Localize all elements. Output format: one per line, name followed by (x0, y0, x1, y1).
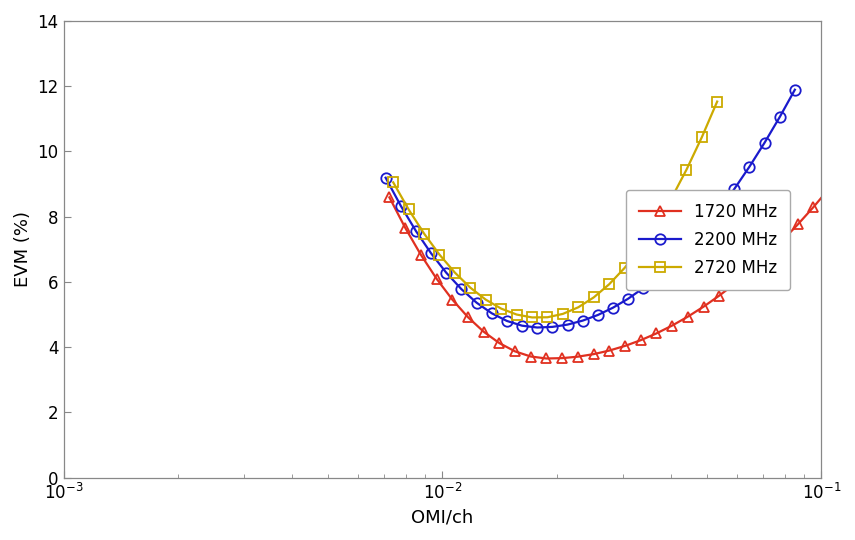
2720 MHz (620, 265, 630, 271)
2200 MHz (608, 305, 618, 311)
2720 MHz (481, 296, 491, 303)
1720 MHz (416, 252, 426, 258)
2200 MHz (517, 322, 528, 329)
Line: 2720 MHz: 2720 MHz (388, 96, 722, 322)
1720 MHz (620, 343, 630, 349)
2200 MHz (457, 286, 467, 292)
2720 MHz (496, 306, 506, 312)
2200 MHz (729, 186, 740, 192)
1720 MHz (541, 355, 551, 362)
2200 MHz (471, 299, 481, 306)
1720 MHz (447, 296, 457, 303)
2200 MHz (426, 250, 436, 256)
2200 MHz (380, 174, 391, 181)
2720 MHz (681, 167, 692, 173)
1720 MHz (840, 166, 850, 172)
2720 MHz (465, 285, 475, 291)
2720 MHz (542, 314, 552, 321)
2720 MHz (635, 245, 646, 252)
2720 MHz (573, 304, 583, 310)
1720 MHz (761, 253, 771, 259)
1720 MHz (746, 267, 756, 274)
2200 MHz (638, 285, 648, 291)
1720 MHz (793, 221, 803, 228)
2200 MHz (547, 323, 557, 330)
2200 MHz (532, 325, 542, 331)
1720 MHz (510, 348, 520, 355)
Legend: 1720 MHz, 2200 MHz, 2720 MHz: 1720 MHz, 2200 MHz, 2720 MHz (626, 190, 790, 291)
1720 MHz (526, 353, 536, 360)
1720 MHz (479, 328, 489, 335)
Line: 2200 MHz: 2200 MHz (380, 85, 800, 333)
Y-axis label: EVM (%): EVM (%) (14, 211, 32, 287)
2720 MHz (604, 281, 615, 287)
1720 MHz (682, 313, 693, 320)
2200 MHz (502, 318, 512, 324)
2720 MHz (666, 196, 676, 202)
2200 MHz (653, 273, 663, 279)
2720 MHz (588, 294, 598, 301)
1720 MHz (588, 351, 598, 357)
2720 MHz (450, 269, 460, 276)
1720 MHz (730, 280, 740, 287)
1720 MHz (463, 314, 473, 320)
2200 MHz (577, 318, 587, 324)
X-axis label: OMI/ch: OMI/ch (411, 508, 474, 526)
1720 MHz (604, 347, 615, 354)
1720 MHz (557, 355, 568, 361)
1720 MHz (384, 194, 394, 201)
2720 MHz (557, 310, 568, 317)
2720 MHz (527, 314, 537, 321)
1720 MHz (808, 204, 818, 210)
2200 MHz (669, 259, 679, 265)
2200 MHz (593, 312, 603, 318)
2200 MHz (563, 321, 573, 328)
1720 MHz (699, 303, 709, 310)
2720 MHz (697, 134, 707, 140)
2200 MHz (684, 243, 694, 249)
2720 MHz (511, 311, 522, 318)
2720 MHz (651, 222, 661, 228)
2200 MHz (759, 139, 770, 146)
1720 MHz (714, 292, 724, 299)
2720 MHz (419, 231, 429, 237)
1720 MHz (400, 225, 410, 231)
2720 MHz (712, 98, 722, 105)
2720 MHz (388, 179, 398, 186)
2720 MHz (434, 252, 445, 258)
2200 MHz (744, 164, 754, 170)
1720 MHz (667, 322, 677, 329)
2200 MHz (699, 226, 709, 232)
2200 MHz (396, 202, 406, 209)
1720 MHz (635, 337, 646, 343)
2200 MHz (623, 295, 634, 302)
1720 MHz (432, 275, 442, 282)
2200 MHz (714, 206, 724, 213)
2720 MHz (404, 206, 414, 213)
2200 MHz (775, 114, 785, 120)
1720 MHz (494, 340, 504, 346)
1720 MHz (573, 353, 583, 360)
Line: 1720 MHz: 1720 MHz (384, 122, 855, 364)
2200 MHz (410, 228, 421, 234)
2200 MHz (486, 310, 497, 316)
1720 MHz (824, 185, 834, 192)
1720 MHz (652, 330, 662, 336)
1720 MHz (777, 238, 787, 244)
2200 MHz (790, 86, 800, 93)
2200 MHz (441, 269, 451, 276)
